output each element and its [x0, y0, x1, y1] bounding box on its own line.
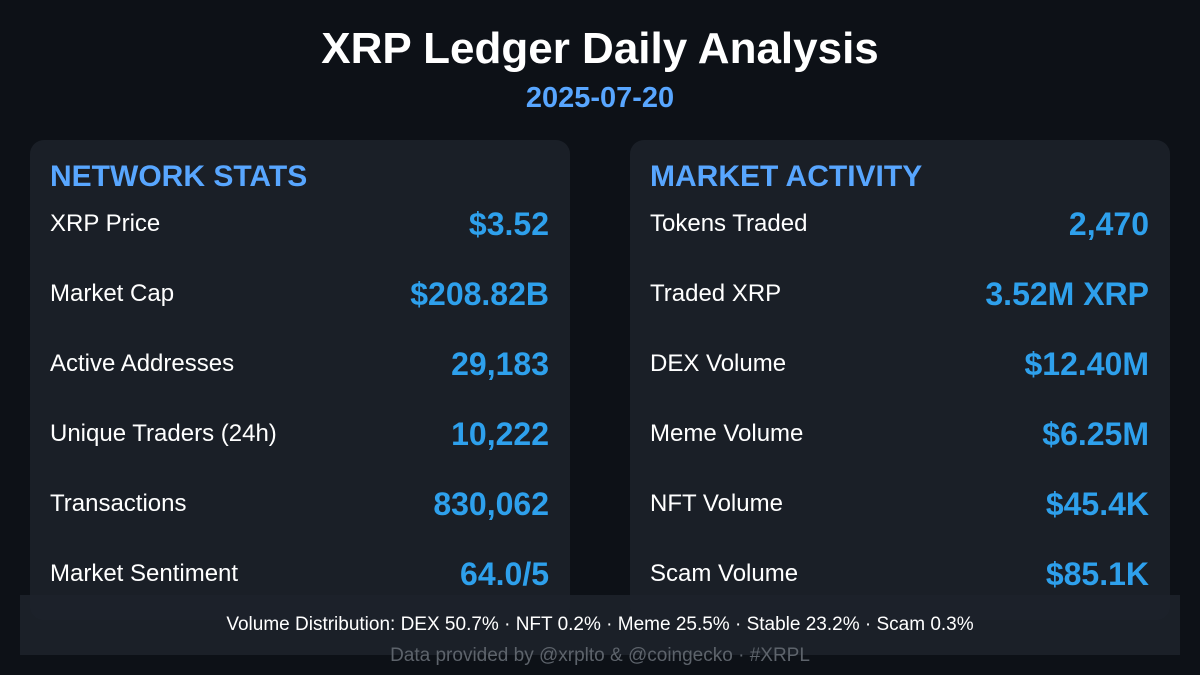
stat-label: Market Cap	[50, 280, 175, 307]
stat-value: $85.1K	[1045, 555, 1149, 592]
stat-value: $12.40M	[1024, 345, 1149, 382]
volume-distribution: Volume Distribution: DEX 50.7% · NFT 0.2…	[226, 614, 974, 635]
page-title: XRP Ledger Daily Analysis	[321, 24, 879, 73]
stat-label: Unique Traders (24h)	[50, 420, 277, 447]
stat-value: $3.52	[468, 205, 549, 242]
stat-value: 10,222	[451, 415, 549, 452]
stat-label: XRP Price	[50, 210, 161, 237]
stat-row: Transactions 830,062	[50, 484, 549, 524]
stat-row: Scam Volume $85.1K	[650, 554, 1149, 594]
stat-row: XRP Price $3.52	[50, 204, 549, 244]
stat-row: Tokens Traded 2,470	[650, 204, 1149, 244]
network-stats-card: NETWORK STATS XRP Price $3.52 Market Cap $2…	[30, 140, 570, 620]
stat-label: NFT Volume	[650, 490, 783, 517]
stat-row: Unique Traders (24h) 10,222	[50, 414, 549, 454]
stat-label: Meme Volume	[650, 420, 804, 447]
stat-label: Traded XRP	[650, 280, 782, 307]
report-date: 2025-07-20	[525, 82, 675, 114]
stat-value: 29,183	[451, 345, 549, 382]
stat-label: DEX Volume	[650, 350, 787, 377]
stat-value: $208.82B	[410, 275, 549, 312]
card-heading: NETWORK STATS	[50, 160, 308, 193]
stat-label: Market Sentiment	[50, 560, 239, 587]
stat-label: Scam Volume	[650, 560, 799, 587]
data-credit: Data provided by @xrplto & @coingecko · …	[390, 645, 810, 666]
stat-row: DEX Volume $12.40M	[650, 344, 1149, 384]
stat-row: NFT Volume $45.4K	[650, 484, 1149, 524]
stat-label: Tokens Traded	[650, 210, 808, 237]
footer-band	[20, 595, 1180, 655]
stat-value: 830,062	[433, 485, 549, 522]
stat-label: Transactions	[50, 490, 187, 517]
market-activity-card: MARKET ACTIVITY Tokens Traded 2,470 Traded…	[630, 140, 1170, 620]
stat-value: 64.0/5	[460, 555, 549, 592]
stat-row: Traded XRP 3.52M XRP	[650, 274, 1149, 314]
stat-row: Market Cap $208.82B	[50, 274, 549, 314]
stat-row: Market Sentiment 64.0/5	[50, 554, 549, 594]
stat-row: Active Addresses 29,183	[50, 344, 549, 384]
card-heading: MARKET ACTIVITY	[650, 160, 923, 193]
stat-value: $45.4K	[1045, 485, 1149, 522]
stat-value: 2,470	[1068, 205, 1149, 242]
stat-value: 3.52M XRP	[985, 275, 1149, 312]
stat-value: $6.25M	[1042, 415, 1149, 452]
stat-row: Meme Volume $6.25M	[650, 414, 1149, 454]
stat-label: Active Addresses	[50, 350, 235, 377]
